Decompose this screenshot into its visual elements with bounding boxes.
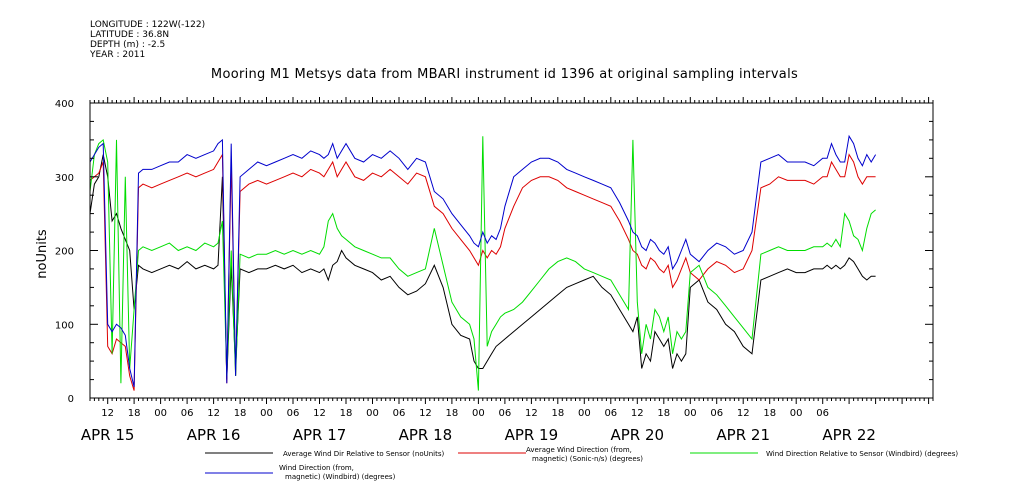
chart-title: Mooring M1 Metsys data from MBARI instru… xyxy=(210,67,799,82)
series-layer xyxy=(89,134,877,391)
y-tick-label: 0 xyxy=(68,394,74,405)
x-tick-label: 18 xyxy=(340,408,353,419)
legend: Average Wind Dir Relative to Sensor (noU… xyxy=(205,446,958,481)
x-tick-label: 12 xyxy=(207,408,220,419)
legend-label-2: Average Wind Direction (from, magnetic) (… xyxy=(526,446,643,463)
x-tick-label: 12 xyxy=(737,408,750,419)
x-tick-label: 06 xyxy=(710,408,723,419)
x-tick-label: 00 xyxy=(578,408,591,419)
legend-label-3: Wind Direction Relative to Sensor (Windb… xyxy=(766,450,958,458)
x-tick-label: 06 xyxy=(499,408,512,419)
x-tick-label: 18 xyxy=(128,408,141,419)
legend-label-4: Wind Direction (from, magnetic) (Windbird… xyxy=(279,464,396,481)
x-tick-label: 06 xyxy=(287,408,300,419)
x-tick-label: 00 xyxy=(790,408,803,419)
x-tick-label: 00 xyxy=(684,408,697,419)
depth-label: DEPTH (m) : -2.5 xyxy=(90,40,166,50)
x-tick-label: 06 xyxy=(604,408,617,419)
x-tick-label: 18 xyxy=(763,408,776,419)
longitude-label: LONGITUDE : 122W(-122) xyxy=(90,20,206,30)
x-tick-label: 12 xyxy=(101,408,114,419)
x-tick-label: 00 xyxy=(472,408,485,419)
x-tick-label: 00 xyxy=(366,408,379,419)
series-line-2 xyxy=(89,152,876,391)
x-tick-label: 12 xyxy=(313,408,326,419)
x-tick-label: 18 xyxy=(446,408,459,419)
latitude-label: LATITUDE : 36.8N xyxy=(90,30,170,40)
x-tick-label: 00 xyxy=(154,408,167,419)
series-line-4 xyxy=(89,134,877,388)
x-tick-label: 12 xyxy=(525,408,538,419)
x-day-label: APR 20 xyxy=(610,426,664,444)
x-tick-label: 18 xyxy=(234,408,247,419)
x-day-label: APR 18 xyxy=(399,426,453,444)
legend-label-1: Average Wind Dir Relative to Sensor (noU… xyxy=(283,450,444,458)
x-day-label: APR 17 xyxy=(293,426,347,444)
x-day-label: APR 22 xyxy=(822,426,876,444)
x-day-label: APR 15 xyxy=(81,426,135,444)
series-line-3 xyxy=(89,136,876,391)
x-tick-label: 12 xyxy=(419,408,432,419)
x-tick-label: 06 xyxy=(393,408,406,419)
x-day-label: APR 16 xyxy=(187,426,241,444)
y-tick-label: 300 xyxy=(55,173,74,184)
x-tick-label: 18 xyxy=(551,408,564,419)
plot-frame xyxy=(89,102,934,399)
x-tick-label: 12 xyxy=(631,408,644,419)
x-day-label: APR 21 xyxy=(716,426,770,444)
series-line-1 xyxy=(89,154,876,380)
x-day-label: APR 19 xyxy=(505,426,559,444)
y-tick-label: 100 xyxy=(55,320,74,331)
y-axis-label: noUnits xyxy=(35,229,50,279)
y-tick-label: 200 xyxy=(55,247,74,258)
axes-layer: 12 18 00 06 12 18 00 06 12 18 00 06 12 18 00 06 12 18 00 06… xyxy=(55,97,934,444)
x-tick-label: 06 xyxy=(816,408,829,419)
metadata-block: LONGITUDE : 122W(-122) LATITUDE : 36.8N … xyxy=(90,20,205,60)
x-tick-label: 18 xyxy=(657,408,670,419)
x-tick-label: 06 xyxy=(181,408,194,419)
y-tick-label: 400 xyxy=(55,99,74,110)
x-tick-label: 00 xyxy=(260,408,273,419)
year-label: YEAR : 2011 xyxy=(90,50,146,60)
